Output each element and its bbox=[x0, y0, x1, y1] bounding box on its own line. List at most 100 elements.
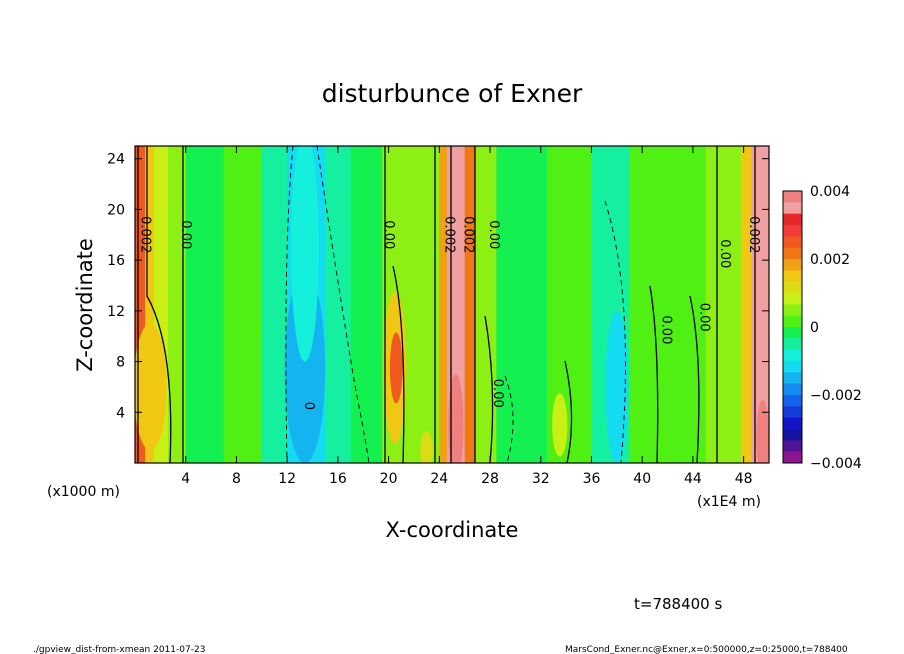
contour-label: 0.00 bbox=[717, 239, 732, 268]
contour-line bbox=[392, 265, 405, 463]
x-tick-label: 36 bbox=[583, 471, 601, 487]
color-column bbox=[325, 146, 352, 463]
colorbar-swatch bbox=[783, 304, 802, 317]
y-tick-label: 24 bbox=[107, 152, 125, 168]
footer-right: MarsCond_Exner.nc@Exner,x=0:500000,z=0:2… bbox=[565, 645, 848, 654]
contour-line bbox=[649, 285, 659, 463]
colorbar-swatch bbox=[783, 383, 802, 396]
contour-line bbox=[316, 146, 370, 463]
contour-label: 0.002 bbox=[442, 216, 457, 253]
color-column bbox=[496, 146, 529, 463]
y-axis-label: Z-coordinate bbox=[73, 238, 97, 372]
x-axis-ticks: 4 8 12 16 20 24 28 32 36 40 44 48 bbox=[181, 146, 753, 487]
color-column bbox=[167, 146, 187, 463]
colorbar-swatch bbox=[783, 191, 802, 203]
colorbar-swatch bbox=[783, 202, 802, 215]
x-tick-label: 8 bbox=[232, 471, 241, 487]
colorbar-swatch bbox=[783, 213, 802, 226]
negative-contour-lines bbox=[285, 146, 626, 463]
contour-line bbox=[285, 146, 294, 463]
color-column bbox=[629, 146, 707, 463]
colorbar bbox=[783, 191, 802, 464]
y-tick-label: 4 bbox=[116, 405, 125, 421]
color-column bbox=[464, 146, 476, 463]
colorbar-swatch bbox=[783, 259, 802, 271]
colorbar-swatch bbox=[783, 395, 802, 407]
colorbar-swatch bbox=[783, 349, 802, 362]
colorbar-swatch bbox=[783, 236, 802, 249]
x-tick-label: 16 bbox=[329, 471, 347, 487]
color-column bbox=[145, 146, 155, 463]
colorbar-swatch bbox=[783, 361, 802, 373]
x-tick-label: 12 bbox=[278, 471, 296, 487]
color-column bbox=[135, 146, 146, 463]
color-patch bbox=[756, 399, 769, 463]
color-column bbox=[705, 146, 742, 463]
color-patch bbox=[552, 393, 568, 457]
contour-label: 0.002 bbox=[746, 216, 761, 253]
colorbar-ticks: 0.004 0.002 0 −0.002 −0.004 bbox=[810, 184, 862, 472]
x-unit-right: (x1E4 m) bbox=[697, 494, 761, 510]
x-unit-left: (x1000 m) bbox=[47, 484, 120, 500]
colorbar-swatch bbox=[783, 451, 802, 464]
color-column bbox=[474, 146, 497, 463]
contour-label: 0 bbox=[301, 402, 316, 410]
colorbar-frame bbox=[782, 190, 803, 464]
y-tick-label: 20 bbox=[107, 202, 125, 218]
x-tick-label: 4 bbox=[181, 471, 190, 487]
contour-label: 0.00 bbox=[658, 315, 673, 344]
contour-label: 0.002 bbox=[137, 216, 152, 253]
x-tick-label: 44 bbox=[684, 471, 702, 487]
x-tick-label: 32 bbox=[532, 471, 550, 487]
contour-labels: 0.002 0.00 0.00 0.002 0.002 0.00 0.00 0.00 0.00 0… bbox=[137, 216, 761, 410]
color-patches bbox=[135, 146, 769, 463]
colorbar-tick-label: 0 bbox=[810, 320, 819, 336]
plot-frame bbox=[134, 145, 770, 464]
colorbar-swatch bbox=[783, 315, 802, 328]
colorbar-swatch bbox=[783, 293, 802, 305]
time-label: t=788400 s bbox=[634, 595, 722, 613]
colorbar-swatch bbox=[783, 429, 802, 441]
color-column bbox=[741, 146, 752, 463]
plot-area: 0.002 0.00 0.00 0.002 0.002 0.00 0.00 0.00 0.00 0… bbox=[134, 145, 770, 464]
colorbar-tick-label: 0.004 bbox=[810, 184, 850, 200]
colorbar-swatch bbox=[783, 338, 802, 351]
colorbar-swatch bbox=[783, 327, 802, 339]
chart-title: disturbunce of Exner bbox=[322, 79, 583, 108]
colorbar-swatch bbox=[783, 440, 802, 453]
colorbar-tick-label: 0.002 bbox=[810, 252, 850, 268]
contour-line bbox=[146, 146, 172, 463]
colorbar-tick-label: −0.004 bbox=[810, 456, 862, 472]
color-patch bbox=[135, 323, 167, 451]
x-tick-label: 48 bbox=[735, 471, 753, 487]
color-patch bbox=[389, 332, 403, 404]
contour-line bbox=[484, 315, 494, 463]
x-tick-label: 20 bbox=[380, 471, 398, 487]
x-axis-label: X-coordinate bbox=[386, 518, 519, 542]
x-tick-label: 28 bbox=[481, 471, 499, 487]
contour-label: 0.00 bbox=[381, 220, 396, 249]
contour-label: 0.00 bbox=[178, 220, 193, 249]
colorbar-swatch bbox=[783, 372, 802, 385]
color-patch bbox=[290, 146, 319, 362]
color-column bbox=[261, 146, 288, 463]
color-column bbox=[528, 146, 548, 463]
color-column bbox=[751, 146, 769, 463]
color-patch bbox=[420, 431, 433, 463]
color-column bbox=[185, 146, 225, 463]
color-column bbox=[223, 146, 263, 463]
color-patch bbox=[605, 310, 629, 463]
contour-label: 0.00 bbox=[490, 379, 505, 408]
contour-label: 0.002 bbox=[461, 216, 476, 253]
contour-lines bbox=[137, 146, 756, 463]
color-column bbox=[350, 146, 383, 463]
x-tick-label: 24 bbox=[430, 471, 448, 487]
y-tick-label: 12 bbox=[107, 304, 125, 320]
y-tick-label: 16 bbox=[107, 253, 125, 269]
colorbar-swatch bbox=[783, 281, 802, 294]
contour-label: 0.00 bbox=[486, 220, 501, 249]
colorbar-swatch bbox=[783, 225, 802, 237]
color-patch bbox=[448, 374, 464, 463]
contour-line bbox=[564, 360, 573, 463]
